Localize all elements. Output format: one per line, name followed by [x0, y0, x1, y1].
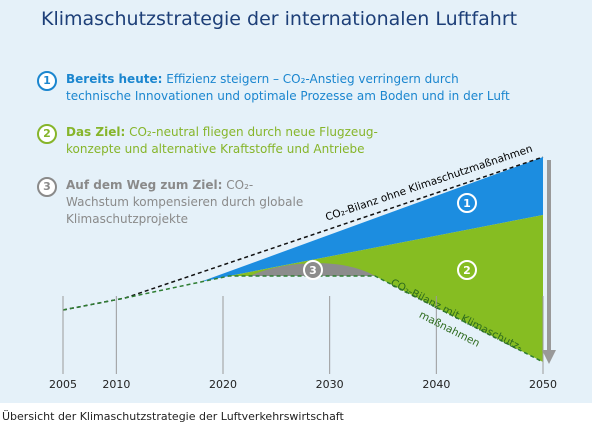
step-text: CO₂-neutral fliegen durch neue Flugzeug-… [66, 125, 378, 156]
region-badge [457, 260, 477, 280]
arrow-head [542, 350, 556, 364]
step-text: CO₂-Wachstum kompensieren durch globale … [66, 178, 304, 226]
x-tick-label: 2020 [209, 378, 237, 391]
step-text: Effizienz steigern – CO₂-Anstieg verring… [66, 72, 510, 103]
area-neutral [229, 215, 543, 362]
x-tick-label: 2005 [49, 378, 77, 391]
caption: Übersicht der Klimaschutzstrategie der L… [2, 410, 344, 423]
x-tick-label: 2010 [102, 378, 130, 391]
step: 3 Auf dem Weg zum Ziel: CO₂-Wachstum kom… [37, 177, 307, 228]
step: 2 Das Ziel: CO₂-neutral fliegen durch ne… [37, 124, 382, 158]
region-badge [303, 260, 323, 280]
ticks: 2005 2010 2020 2030 2040 2050 [49, 296, 557, 391]
step-text-wrap: Bereits heute: Effizienz steigern – CO₂-… [66, 71, 517, 105]
title: Klimaschutzstrategie der internationalen… [41, 8, 518, 30]
region-label: 1 [463, 197, 471, 210]
lower-line [62, 275, 544, 363]
step-label: Bereits heute: [66, 72, 163, 86]
region-label: 2 [463, 264, 471, 277]
x-tick-label: 2040 [422, 378, 450, 391]
step-label: Auf dem Weg zum Ziel: [66, 178, 223, 192]
x-tick-label: 2030 [316, 378, 344, 391]
step-label: Das Ziel: [66, 125, 126, 139]
step-number: 2 [37, 124, 57, 144]
region-label: 3 [309, 264, 317, 277]
step-text-wrap: Auf dem Weg zum Ziel: CO₂-Wachstum kompe… [66, 177, 307, 228]
area-efficiency [200, 157, 543, 282]
region-badge [457, 193, 477, 213]
step-number: 1 [37, 71, 57, 91]
step: 1 Bereits heute: Effizienz steigern – CO… [37, 71, 517, 105]
x-tick-label: 2050 [529, 378, 557, 391]
chart: 2005 2010 2020 2030 2040 2050 CO₂-Bilanz ohne… [49, 143, 557, 391]
step-number: 3 [37, 177, 57, 197]
step-text-wrap: Das Ziel: CO₂-neutral fliegen durch neue… [66, 124, 382, 158]
